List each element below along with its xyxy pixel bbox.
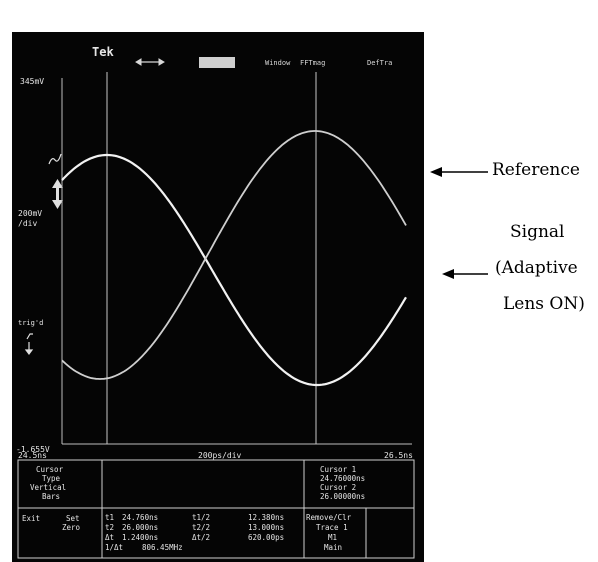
- window-menu-button[interactable]: Window: [265, 59, 291, 67]
- annotation-area: Reference Signal (Adaptive Lens ON): [430, 0, 598, 562]
- left-right-arrows-icon[interactable]: [135, 58, 165, 66]
- t2-half-value: 13.000ns: [248, 523, 284, 532]
- deftra-menu-button[interactable]: DefTra: [367, 59, 392, 67]
- signal-annotation-line2: (Adaptive: [495, 258, 578, 278]
- reference-trace: [61, 153, 407, 387]
- x-left-label: 24.5ns: [18, 451, 47, 460]
- t1-label: t1: [105, 513, 114, 522]
- cursor-type-line3: Vertical: [30, 483, 66, 492]
- signal-annotation-line3: Lens ON): [503, 294, 585, 314]
- blank-menu-button[interactable]: [199, 57, 235, 68]
- signal-arrow-icon: [442, 269, 488, 279]
- t1-half-value: 12.380ns: [248, 513, 284, 522]
- dt-half-label: Δt/2: [192, 533, 210, 542]
- remove-line1: Remove/Clr: [306, 513, 352, 522]
- signal-annotation-line1: Signal: [510, 222, 565, 242]
- x-right-label: 26.5ns: [384, 451, 413, 460]
- up-down-arrow-icon[interactable]: [52, 179, 63, 209]
- cursor-info-box: Cursor 1 24.76000ns Cursor 2 26.00000ns: [320, 465, 365, 501]
- scale-label-top: 200mV: [18, 209, 42, 218]
- cursor-1-label: Cursor 1: [320, 465, 356, 474]
- remove-line3: M1: [328, 533, 337, 542]
- x-scale-label: 200ps/div: [198, 451, 242, 460]
- scope-display: Tek Window FFTmag DefTra 345mV 200mV /di…: [16, 45, 415, 559]
- inv-dt-label: 1/Δt: [105, 543, 123, 552]
- cursor-type-line4: Bars: [42, 492, 60, 501]
- menu-panel: [17, 459, 415, 559]
- set-label: Set: [66, 514, 80, 523]
- inv-dt-value: 806.45MHz: [142, 543, 183, 552]
- signal-trace: [61, 130, 407, 380]
- reference-arrow-icon: [430, 167, 488, 177]
- remove-line4: Main: [324, 543, 342, 552]
- zero-label: Zero: [62, 523, 81, 532]
- oscilloscope-screen: Tek Window FFTmag DefTra 345mV 200mV /di…: [12, 32, 424, 562]
- fftmag-menu-button[interactable]: FFTmag: [300, 59, 325, 67]
- trigger-label: trig'd: [18, 319, 43, 327]
- trigger-slope-icon: [24, 333, 34, 355]
- remove-line2: Trace 1: [316, 523, 348, 532]
- dt-half-value: 620.00ps: [248, 533, 284, 542]
- cursor-type-line1: Cursor: [36, 465, 64, 474]
- measurement-readouts: t1 24.760ns t2 26.000ns Δt 1.2400ns 1/Δt…: [105, 513, 284, 552]
- cursor-2-label: Cursor 2: [320, 483, 356, 492]
- dt-label: Δt: [105, 533, 114, 542]
- exit-button[interactable]: Exit: [22, 514, 40, 523]
- t2-label: t2: [105, 523, 114, 532]
- y-top-label: 345mV: [20, 77, 44, 86]
- t1-half-label: t1/2: [192, 513, 210, 522]
- tek-logo: Tek: [92, 45, 114, 59]
- y-bottom-label: -1.655V: [16, 445, 50, 454]
- reference-annotation: Reference: [492, 160, 580, 180]
- t1-value: 24.760ns: [122, 513, 158, 522]
- dt-value: 1.2400ns: [122, 533, 158, 542]
- cursor-type-line2: Type: [42, 474, 61, 483]
- cursor-2-value: 26.00000ns: [320, 492, 365, 501]
- cursor-1-value: 24.76000ns: [320, 474, 365, 483]
- set-zero-button[interactable]: Set Zero: [62, 514, 81, 532]
- t2-value: 26.000ns: [122, 523, 158, 532]
- remove-clear-button[interactable]: Remove/Clr Trace 1 M1 Main: [306, 513, 352, 552]
- wave-icon: [48, 153, 62, 165]
- cursor-type-button[interactable]: Cursor Type Vertical Bars: [30, 465, 66, 501]
- t2-half-label: t2/2: [192, 523, 210, 532]
- scale-label-bottom: /div: [18, 219, 37, 228]
